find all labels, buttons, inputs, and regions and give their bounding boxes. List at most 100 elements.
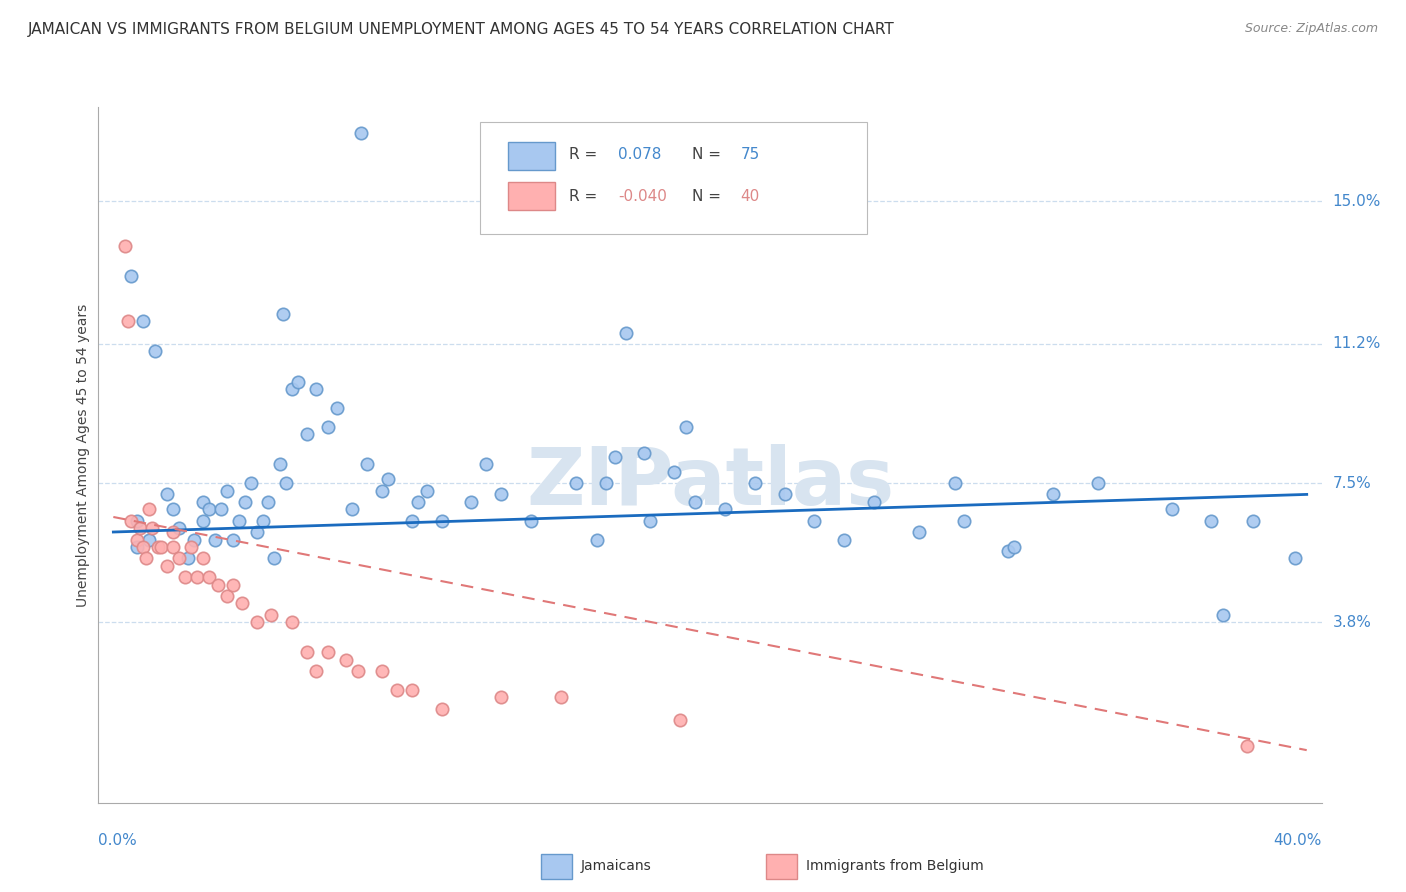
Point [207, 577, 229, 591]
Point [1087, 476, 1109, 491]
Point [664, 465, 686, 479]
Point [245, 524, 267, 539]
Point [167, 551, 190, 566]
Point [669, 713, 692, 727]
Point [135, 551, 157, 566]
Point [565, 476, 588, 491]
Point [143, 344, 166, 359]
Point [744, 476, 766, 491]
Point [215, 589, 238, 603]
Point [191, 551, 214, 566]
Text: R =: R = [569, 188, 598, 203]
Point [260, 607, 283, 622]
Text: 3.8%: 3.8% [1333, 615, 1372, 630]
Point [1212, 607, 1234, 622]
Point [156, 558, 179, 573]
Point [120, 269, 142, 284]
Point [633, 446, 655, 460]
Point [174, 570, 197, 584]
Point [138, 533, 160, 547]
Point [305, 382, 328, 396]
Point [863, 495, 886, 509]
Point [1002, 540, 1025, 554]
Point [952, 514, 974, 528]
Point [550, 690, 572, 705]
Bar [766, 854, 797, 879]
Point [406, 495, 429, 509]
Point [305, 664, 328, 678]
Point [585, 533, 607, 547]
Point [1284, 551, 1306, 566]
Point [281, 615, 304, 630]
Point [297, 645, 319, 659]
Point [385, 683, 408, 698]
Point [316, 419, 339, 434]
Point [460, 495, 482, 509]
Point [714, 502, 737, 516]
Point [640, 514, 662, 528]
Point [803, 514, 825, 528]
Point [231, 597, 253, 611]
Point [908, 524, 931, 539]
Text: -0.040: -0.040 [619, 188, 668, 203]
Point [1236, 739, 1258, 754]
Point [150, 540, 173, 554]
Text: 75: 75 [741, 147, 759, 161]
Text: R =: R = [569, 147, 598, 161]
Point [198, 570, 221, 584]
Point [167, 521, 190, 535]
Point [997, 544, 1019, 558]
Bar [508, 142, 555, 169]
Point [162, 524, 184, 539]
Point [430, 702, 453, 716]
Point [180, 540, 202, 554]
Point [943, 476, 966, 491]
Point [1199, 514, 1222, 528]
Point [273, 307, 295, 321]
Point [186, 570, 208, 584]
Point [263, 551, 285, 566]
Point [401, 683, 423, 698]
Point [198, 502, 221, 516]
Text: 0.0%: 0.0% [98, 833, 138, 848]
Point [287, 375, 309, 389]
Point [215, 483, 238, 498]
Point [183, 533, 205, 547]
Point [683, 495, 706, 509]
Point [162, 502, 184, 516]
FancyBboxPatch shape [479, 122, 866, 235]
Point [204, 533, 226, 547]
Point [127, 540, 149, 554]
Y-axis label: Unemployment Among Ages 45 to 54 years: Unemployment Among Ages 45 to 54 years [76, 303, 90, 607]
Point [146, 540, 169, 554]
Point [340, 502, 363, 516]
Text: ZIPatlas: ZIPatlas [526, 443, 894, 522]
Point [371, 664, 394, 678]
Text: 40: 40 [741, 188, 759, 203]
Text: N =: N = [692, 188, 721, 203]
Point [141, 521, 163, 535]
Point [276, 476, 298, 491]
Point [1241, 514, 1264, 528]
Point [326, 401, 349, 415]
Point [138, 502, 160, 516]
Point [489, 690, 512, 705]
Point [191, 514, 214, 528]
Point [127, 514, 149, 528]
Point [245, 615, 267, 630]
Point [377, 472, 399, 486]
Point [401, 514, 423, 528]
Point [221, 533, 243, 547]
Point [209, 502, 232, 516]
Point [132, 540, 155, 554]
Text: Jamaicans: Jamaicans [581, 859, 651, 873]
Text: 11.2%: 11.2% [1333, 336, 1381, 351]
Text: Source: ZipAtlas.com: Source: ZipAtlas.com [1244, 22, 1378, 36]
Point [316, 645, 339, 659]
Point [114, 239, 136, 253]
Text: Immigrants from Belgium: Immigrants from Belgium [806, 859, 983, 873]
Point [520, 514, 543, 528]
Point [335, 653, 357, 667]
Point [675, 419, 697, 434]
Text: 40.0%: 40.0% [1274, 833, 1322, 848]
